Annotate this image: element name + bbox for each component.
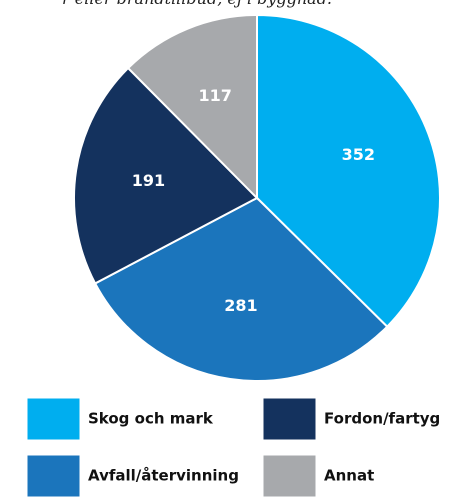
legend-swatch <box>262 397 317 441</box>
legend-label: Avfall/återvinning <box>88 467 239 485</box>
legend-swatch <box>26 397 81 441</box>
data-label: 281 <box>224 296 257 315</box>
data-label: 352 <box>342 145 375 164</box>
pie-slice <box>73 66 259 285</box>
chart-title: r eller brandtillbud, ej i byggnad. <box>62 0 332 8</box>
data-label: 191 <box>132 171 165 190</box>
pie-slice <box>256 13 441 329</box>
legend-label: Skog och mark <box>88 410 214 428</box>
legend-swatch <box>262 454 317 497</box>
legend-swatch <box>26 454 81 497</box>
legend-label: Annat <box>324 467 374 485</box>
pie-slice <box>126 13 258 201</box>
data-label: 117 <box>198 86 231 105</box>
pie-slice <box>93 196 389 382</box>
legend-label: Fordon/fartyg <box>324 410 440 428</box>
